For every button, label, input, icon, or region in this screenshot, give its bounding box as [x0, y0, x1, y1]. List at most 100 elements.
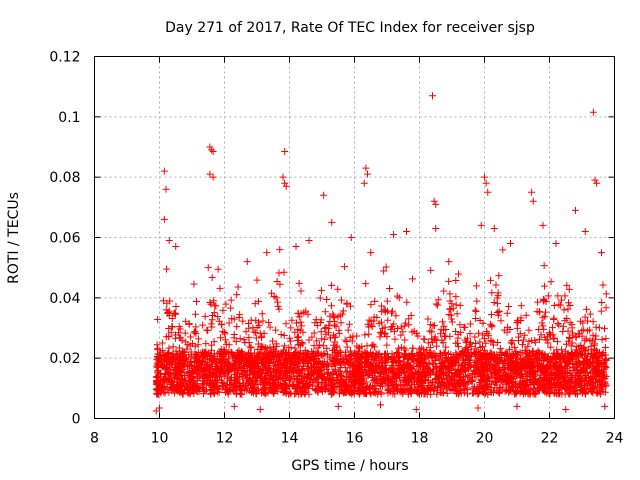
- data-point: [420, 335, 428, 343]
- data-point-notable: [581, 227, 589, 235]
- data-point: [242, 371, 250, 379]
- data-point: [434, 296, 442, 304]
- data-point: [549, 366, 557, 374]
- x-tick-label: 22: [541, 431, 559, 447]
- data-point: [579, 357, 587, 365]
- data-point: [185, 380, 193, 388]
- data-point: [457, 350, 465, 358]
- data-point: [495, 272, 503, 280]
- data-point-notable: [490, 224, 498, 232]
- data-point: [158, 339, 166, 347]
- data-point: [317, 328, 325, 336]
- data-point: [600, 362, 608, 370]
- data-point: [448, 385, 456, 393]
- data-point: [564, 376, 572, 384]
- data-point: [365, 316, 373, 324]
- data-point: [229, 351, 237, 359]
- data-point: [170, 309, 178, 317]
- data-point: [554, 319, 562, 327]
- data-point: [217, 376, 225, 384]
- data-point: [588, 375, 596, 383]
- data-point: [602, 304, 610, 312]
- data-point: [554, 378, 562, 386]
- data-point: [189, 367, 197, 375]
- data-point: [153, 341, 161, 349]
- data-point: [401, 322, 409, 330]
- data-point: [322, 324, 330, 332]
- data-point: [561, 317, 569, 325]
- data-point-notable: [593, 179, 601, 187]
- data-point: [456, 301, 464, 309]
- y-axis-label: ROTI / TECUs: [6, 192, 22, 284]
- data-point-notable: [165, 237, 173, 245]
- data-point: [408, 328, 416, 336]
- data-point: [169, 343, 177, 351]
- data-point: [219, 306, 227, 314]
- data-point: [326, 355, 334, 363]
- data-point: [471, 333, 479, 341]
- data-point: [592, 369, 600, 377]
- data-point: [464, 355, 472, 363]
- data-point: [224, 388, 232, 396]
- data-point: [361, 331, 369, 339]
- data-point: [272, 294, 280, 302]
- data-point: [199, 371, 207, 379]
- y-tick-label: 0.12: [49, 50, 80, 66]
- data-point: [206, 299, 214, 307]
- data-point: [552, 389, 560, 397]
- data-point: [204, 351, 212, 359]
- data-point: [489, 365, 497, 373]
- data-point: [460, 323, 468, 331]
- data-point: [578, 379, 586, 387]
- data-point: [569, 329, 577, 337]
- data-point: [434, 301, 442, 309]
- data-point: [190, 328, 198, 336]
- data-point: [291, 363, 299, 371]
- data-point: [574, 330, 582, 338]
- data-point: [336, 390, 344, 398]
- data-point: [348, 375, 356, 383]
- data-point: [427, 321, 435, 329]
- data-point: [165, 333, 173, 341]
- data-point: [429, 338, 437, 346]
- data-point-notable: [432, 224, 440, 232]
- data-point: [534, 379, 542, 387]
- data-point: [305, 336, 313, 344]
- data-point: [471, 306, 479, 314]
- data-point: [597, 381, 605, 389]
- data-point: [562, 359, 570, 367]
- data-point: [384, 307, 392, 315]
- x-tick-label: 8: [90, 431, 99, 447]
- data-point: [317, 316, 325, 324]
- data-point: [478, 376, 486, 384]
- data-point: [255, 370, 263, 378]
- data-point: [279, 360, 287, 368]
- data-point: [458, 380, 466, 388]
- data-point: [431, 384, 439, 392]
- data-point: [366, 385, 374, 393]
- data-point: [501, 375, 509, 383]
- data-point: [165, 307, 173, 315]
- data-point: [399, 354, 407, 362]
- data-point: [521, 331, 529, 339]
- data-point: [368, 352, 376, 360]
- data-point: [539, 322, 547, 330]
- data-point: [478, 359, 486, 367]
- data-point: [230, 315, 238, 323]
- data-point: [344, 326, 352, 334]
- data-point: [519, 363, 527, 371]
- data-point: [159, 347, 167, 355]
- data-points: [152, 92, 610, 415]
- y-tick-label: 0.06: [49, 231, 80, 247]
- data-point: [236, 362, 244, 370]
- data-point: [214, 355, 222, 363]
- data-point: [252, 377, 260, 385]
- data-point: [350, 360, 358, 368]
- data-point: [441, 358, 449, 366]
- data-point: [303, 375, 311, 383]
- data-point: [538, 319, 546, 327]
- data-point: [554, 292, 562, 300]
- data-point: [452, 293, 460, 301]
- data-point: [385, 381, 393, 389]
- data-point: [445, 311, 453, 319]
